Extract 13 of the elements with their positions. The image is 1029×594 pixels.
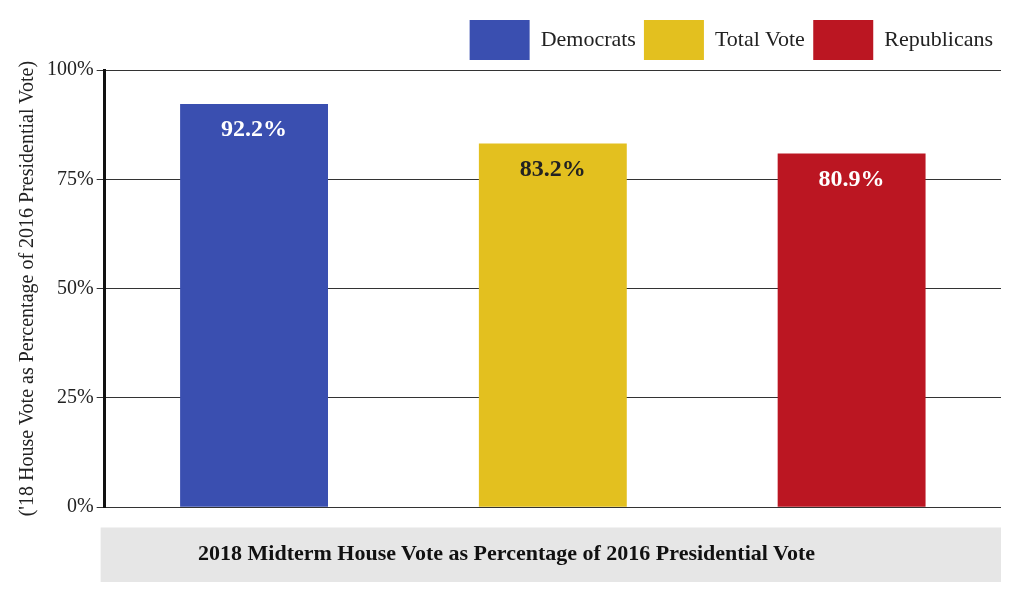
data-label: 92.2% (221, 115, 288, 142)
legend-label: Democrats (540, 25, 636, 51)
data-label: 83.2% (519, 154, 586, 181)
data-label: 80.9% (818, 164, 885, 191)
y-tick-label: 100% (46, 57, 94, 80)
y-tick-label: 0% (66, 494, 94, 517)
y-tick-label: 25% (56, 385, 94, 408)
y-axis-title: ('18 House Vote as Percentage of 2016 Presidential Vote) (15, 60, 39, 517)
text: 2018 Midterm House Vote as Percentage of 2016 Presidential Vote (198, 540, 816, 566)
y-tick-label: 50% (56, 275, 94, 298)
legend-label: Republicans (884, 25, 994, 51)
y-tick-label: 75% (56, 166, 94, 189)
legend-label: Total Vote (714, 25, 805, 51)
